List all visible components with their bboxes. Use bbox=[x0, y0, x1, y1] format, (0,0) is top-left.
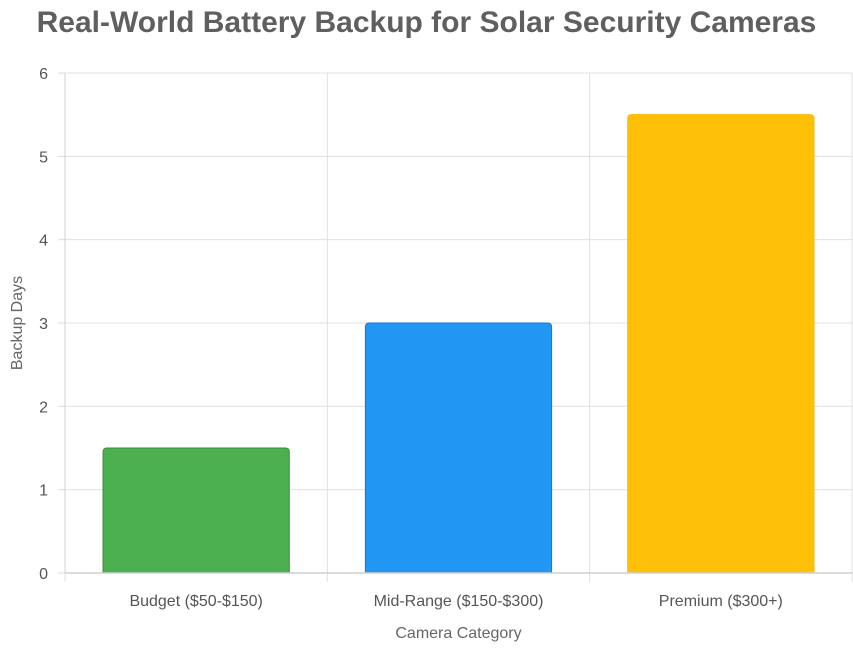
y-tick-label: 4 bbox=[39, 233, 48, 250]
y-tick-label: 3 bbox=[39, 316, 48, 333]
bar-2[interactable] bbox=[364, 322, 553, 574]
x-tick-label: Premium ($300+) bbox=[659, 593, 783, 610]
y-axis-title: Backup Days bbox=[9, 276, 26, 370]
y-tick-label: 6 bbox=[39, 66, 48, 83]
x-tick-label: Mid-Range ($150-$300) bbox=[374, 593, 544, 610]
y-tick-label: 1 bbox=[39, 483, 48, 500]
bar-3[interactable] bbox=[627, 114, 815, 574]
y-tick-label: 5 bbox=[39, 149, 48, 166]
bars bbox=[102, 114, 815, 574]
bar-1[interactable] bbox=[102, 447, 290, 574]
x-axis-title: Camera Category bbox=[395, 625, 521, 642]
y-tick-label: 2 bbox=[39, 399, 48, 416]
x-tick-label: Budget ($50-$150) bbox=[129, 593, 262, 610]
axes bbox=[58, 72, 852, 574]
chart-title: Real-World Battery Backup for Solar Secu… bbox=[36, 6, 817, 39]
tick-labels: 0 1 2 3 4 5 6 Budget ($50-$150) Mid-Range ($150-… bbox=[39, 66, 783, 610]
y-tick-label: 0 bbox=[39, 566, 48, 583]
